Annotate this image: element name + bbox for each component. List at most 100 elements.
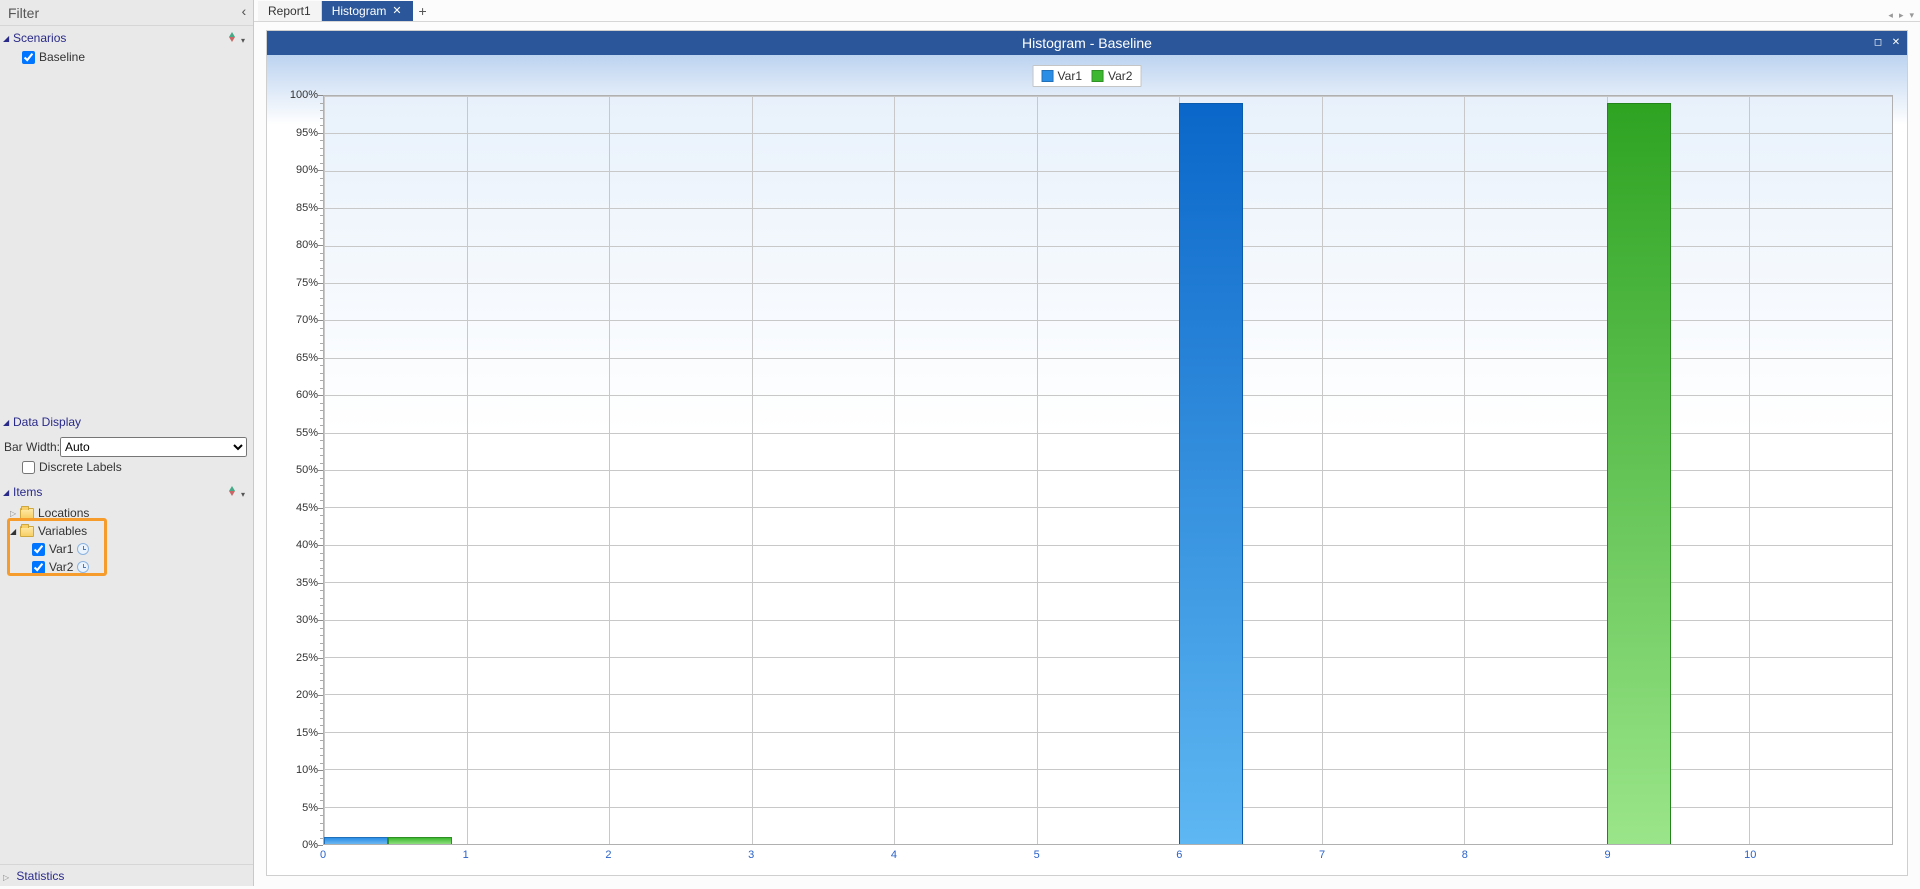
y-minor-tick bbox=[320, 118, 323, 119]
gridline-v bbox=[752, 96, 753, 844]
clock-icon bbox=[77, 543, 89, 555]
tab-label: Report1 bbox=[268, 1, 311, 21]
y-minor-tick bbox=[320, 343, 323, 344]
tab-bar: Report1 Histogram ✕ + ◂ ▸ ▾ bbox=[254, 0, 1920, 22]
scenario-item-baseline[interactable]: Baseline bbox=[0, 48, 253, 66]
y-minor-tick bbox=[320, 110, 323, 111]
y-minor-tick bbox=[320, 823, 323, 824]
y-tick bbox=[318, 470, 323, 471]
y-minor-tick bbox=[320, 290, 323, 291]
scenario-checkbox[interactable] bbox=[22, 51, 35, 64]
y-minor-tick bbox=[320, 215, 323, 216]
y-tick bbox=[318, 658, 323, 659]
y-tick bbox=[318, 395, 323, 396]
tree-node-variables[interactable]: ◢ Variables bbox=[0, 522, 253, 540]
y-tick bbox=[318, 583, 323, 584]
folder-icon bbox=[20, 526, 34, 537]
bar-width-label: Bar Width: bbox=[4, 440, 60, 454]
tab-histogram[interactable]: Histogram ✕ bbox=[322, 1, 413, 21]
y-tick bbox=[318, 433, 323, 434]
chart-panel: Histogram - Baseline ◻ ✕ Var1 Var2 bbox=[266, 30, 1908, 876]
chevron-down-icon: ◢ bbox=[3, 488, 13, 497]
y-tick bbox=[318, 245, 323, 246]
close-icon[interactable]: ✕ bbox=[392, 1, 401, 21]
y-minor-tick bbox=[320, 463, 323, 464]
tree-label: Var1 bbox=[49, 542, 73, 556]
section-header-scenarios[interactable]: ◢ Scenarios ▾ bbox=[0, 28, 253, 48]
close-icon[interactable]: ✕ bbox=[1889, 36, 1903, 50]
y-minor-tick bbox=[320, 155, 323, 156]
bar-width-select[interactable]: Auto bbox=[60, 437, 247, 457]
y-tick bbox=[318, 320, 323, 321]
maximize-icon[interactable]: ◻ bbox=[1871, 36, 1885, 50]
section-label: Items bbox=[13, 485, 42, 499]
y-tick bbox=[318, 133, 323, 134]
y-minor-tick bbox=[320, 575, 323, 576]
collapse-sidebar-button[interactable]: ‹ bbox=[239, 0, 253, 26]
gridline-v bbox=[324, 96, 325, 844]
x-axis-label: 5 bbox=[1034, 849, 1040, 861]
gridline-v bbox=[1464, 96, 1465, 844]
y-minor-tick bbox=[320, 485, 323, 486]
gridline-h bbox=[324, 844, 1892, 845]
bar-var2[interactable] bbox=[388, 837, 452, 844]
add-tab-button[interactable]: + bbox=[413, 1, 433, 21]
bar-var1[interactable] bbox=[1179, 103, 1243, 844]
y-minor-tick bbox=[320, 455, 323, 456]
y-tick bbox=[318, 695, 323, 696]
y-minor-tick bbox=[320, 268, 323, 269]
y-axis-label: 70% bbox=[296, 314, 318, 326]
tree-leaf-var2[interactable]: Var2 bbox=[0, 558, 253, 576]
section-header-datadisplay[interactable]: ◢ Data Display bbox=[0, 412, 253, 432]
section-label: Scenarios bbox=[13, 31, 66, 45]
x-axis-label: 6 bbox=[1176, 849, 1182, 861]
x-axis-label: 1 bbox=[463, 849, 469, 861]
legend-item-var2[interactable]: Var2 bbox=[1092, 69, 1132, 83]
y-minor-tick bbox=[320, 148, 323, 149]
chevron-left-icon[interactable]: ◂ bbox=[1888, 10, 1893, 21]
y-tick bbox=[318, 808, 323, 809]
y-minor-tick bbox=[320, 785, 323, 786]
legend-item-var1[interactable]: Var1 bbox=[1042, 69, 1082, 83]
y-minor-tick bbox=[320, 605, 323, 606]
y-minor-tick bbox=[320, 238, 323, 239]
y-axis-label: 75% bbox=[296, 277, 318, 289]
bar-var1[interactable] bbox=[324, 837, 388, 844]
y-minor-tick bbox=[320, 260, 323, 261]
y-minor-tick bbox=[320, 793, 323, 794]
tree-node-locations[interactable]: ▷ Locations bbox=[0, 504, 253, 522]
y-axis-label: 80% bbox=[296, 239, 318, 251]
var2-checkbox[interactable] bbox=[32, 561, 45, 574]
y-minor-tick bbox=[320, 493, 323, 494]
y-minor-tick bbox=[320, 388, 323, 389]
chevron-down-icon[interactable]: ▾ bbox=[1909, 10, 1914, 21]
y-minor-tick bbox=[320, 365, 323, 366]
y-minor-tick bbox=[320, 643, 323, 644]
tree-leaf-var1[interactable]: Var1 bbox=[0, 540, 253, 558]
y-axis-label: 95% bbox=[296, 127, 318, 139]
y-tick bbox=[318, 208, 323, 209]
section-header-statistics[interactable]: ▷ Statistics bbox=[0, 864, 253, 886]
discrete-labels-checkbox[interactable] bbox=[22, 461, 35, 474]
y-minor-tick bbox=[320, 500, 323, 501]
section-header-items[interactable]: ◢ Items ▾ bbox=[0, 482, 253, 502]
sort-icon[interactable]: ▾ bbox=[227, 485, 245, 500]
y-minor-tick bbox=[320, 568, 323, 569]
var1-checkbox[interactable] bbox=[32, 543, 45, 556]
folder-icon bbox=[20, 508, 34, 519]
y-minor-tick bbox=[320, 350, 323, 351]
gridline-v bbox=[467, 96, 468, 844]
y-axis-label: 40% bbox=[296, 539, 318, 551]
x-axis-label: 9 bbox=[1604, 849, 1610, 861]
y-minor-tick bbox=[320, 703, 323, 704]
sort-icon[interactable]: ▾ bbox=[227, 31, 245, 46]
tab-report1[interactable]: Report1 bbox=[258, 1, 322, 21]
y-minor-tick bbox=[320, 193, 323, 194]
tab-nudgers: ◂ ▸ ▾ bbox=[1888, 10, 1920, 21]
plot: 0%5%10%15%20%25%30%35%40%45%50%55%60%65%… bbox=[323, 95, 1893, 845]
chevron-right-icon[interactable]: ▸ bbox=[1899, 10, 1904, 21]
gridline-v bbox=[1037, 96, 1038, 844]
y-minor-tick bbox=[320, 125, 323, 126]
discrete-labels-row[interactable]: Discrete Labels bbox=[4, 458, 253, 476]
bar-var2[interactable] bbox=[1607, 103, 1671, 844]
